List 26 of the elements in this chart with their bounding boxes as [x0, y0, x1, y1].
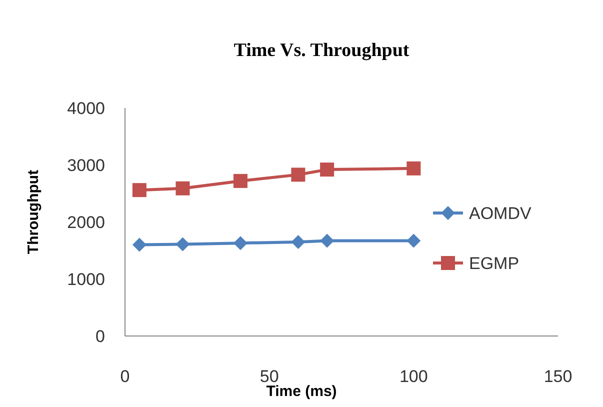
point — [291, 234, 306, 249]
point — [320, 234, 334, 248]
y-tick-label: 3000 — [67, 156, 105, 175]
x-tick-label: 150 — [544, 367, 572, 386]
y-tick-label: 1000 — [67, 270, 105, 289]
y-tick-label: 2000 — [67, 212, 105, 232]
point — [291, 168, 306, 182]
point — [320, 162, 334, 177]
x-tick-label: 50 — [260, 367, 279, 386]
x-tick-label: 100 — [399, 367, 428, 386]
y-axis-title: Throughput — [25, 170, 42, 254]
y-tick-label: 0 — [96, 326, 105, 346]
point — [406, 161, 421, 176]
legend-label: AOMDV — [469, 204, 532, 223]
point — [132, 238, 146, 252]
y-tick-label: 4000 — [67, 98, 105, 118]
point — [176, 181, 190, 196]
point — [406, 234, 421, 248]
chart-title: Time Vs. Throughput — [234, 40, 410, 61]
point — [176, 237, 190, 252]
point — [132, 183, 146, 198]
point — [233, 174, 248, 188]
point — [233, 236, 248, 250]
x-tick-label: 0 — [120, 367, 130, 386]
legend-label: EGMP — [469, 254, 520, 273]
x-axis-title: Time (ms) — [266, 383, 337, 400]
